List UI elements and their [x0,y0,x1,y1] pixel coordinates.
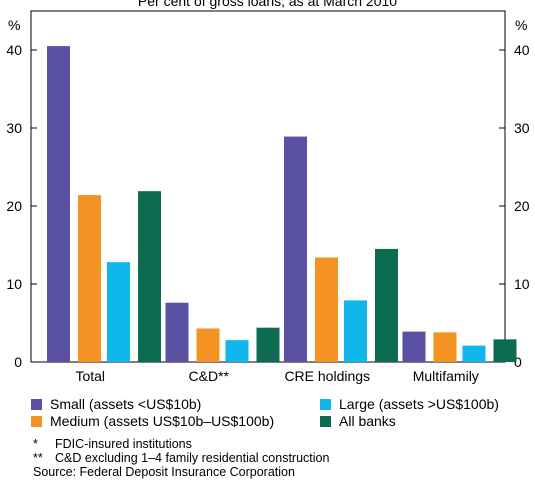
footnote-1: * FDIC-insured institutions [33,437,329,452]
legend-swatch-large [320,399,331,410]
y-axis-label-right: % [515,17,527,33]
bar [165,302,189,362]
bar [107,262,130,362]
y-tick-label-left: 30 [6,120,22,136]
legend-label-all: All banks [339,413,396,429]
legend-label-medium: Medium (assets US$10b–US$100b) [50,413,275,429]
legend-swatch-all [320,416,331,427]
bar [315,257,338,362]
y-tick-label-left: 40 [6,42,22,58]
footnote-2-mark: ** [33,450,43,465]
legend-label-large: Large (assets >US$100b) [339,396,499,412]
y-tick-label-left: 20 [6,198,22,214]
plot-frame [30,10,506,363]
legend-item-all: All banks [320,413,396,430]
y-tick-label-right: 20 [514,198,530,214]
y-axis-label-left: % [8,17,20,33]
bar [47,46,70,362]
footnote-2: ** C&D excluding 1–4 family residential c… [33,450,330,466]
y-tick-label-right: 10 [514,276,530,292]
bar [284,136,307,362]
bar [196,328,220,362]
y-tick-label-left: 10 [6,276,22,292]
legend-swatch-small [31,399,42,410]
bar [402,331,426,362]
bar [493,339,517,362]
legend-label-small: Small (assets <US$10b) [50,396,202,412]
legend-item-medium: Medium (assets US$10b–US$100b) [31,413,274,430]
bar [433,332,457,362]
source-note: Source: Federal Deposit Insurance Corpor… [33,464,295,479]
legend-item-small: Small (assets <US$10b) [31,396,201,413]
y-tick-label-left: 0 [14,354,22,370]
bar [225,340,249,362]
y-axis: 0 0 10 10 20 20 30 30 40 40 [6,42,529,370]
chart-title: Per cent of gross loans, as at March 201… [138,0,397,9]
legend-swatch-medium [31,416,42,427]
bar [375,248,398,362]
x-tick-label: Multifamily [413,368,479,384]
footnote-2-text: C&D excluding 1–4 family residential con… [55,450,330,465]
legend-item-large: Large (assets >US$100b) [320,396,499,413]
y-tick-label-right: 0 [514,354,522,370]
bar [462,345,486,362]
y-tick-label-right: 40 [514,42,530,58]
bar [344,300,367,362]
footnote-1-text: FDIC-insured institutions [55,437,192,451]
x-tick-label: C&D** [189,368,230,384]
bars [47,46,517,362]
footnotes: * FDIC-insured institutions ** C&D excludi… [33,437,330,479]
bar [138,191,161,362]
bar [256,327,280,362]
footnote-1-mark: * [33,437,38,451]
x-tick-label: Total [75,368,105,384]
x-tick-label: CRE holdings [284,368,370,384]
category-labels: Total C&D** CRE holdings Multifamily [75,368,478,384]
bar [78,195,101,362]
y-tick-label-right: 30 [514,120,530,136]
